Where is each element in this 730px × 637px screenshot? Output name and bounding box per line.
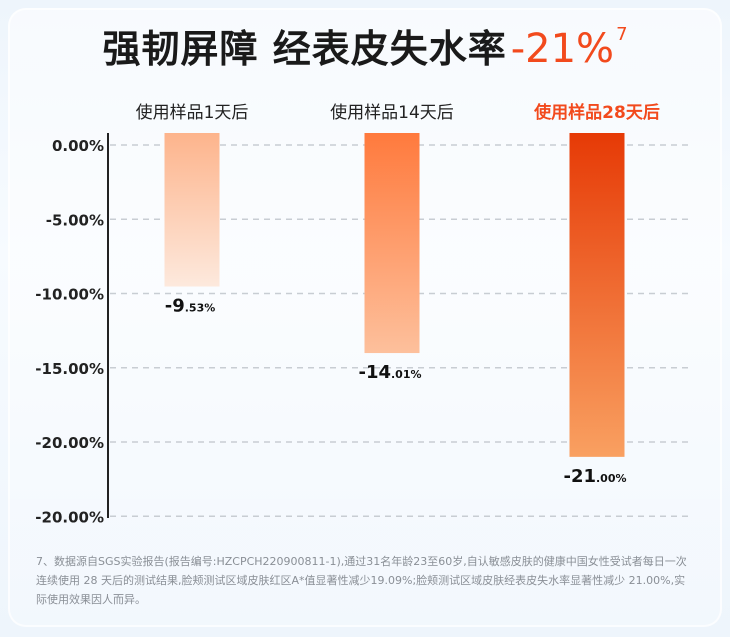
category-label: 使用样品1天后 bbox=[136, 102, 249, 123]
value-label: -21.00% bbox=[563, 466, 626, 487]
footnote: 7、数据源自SGS实验报告(报告编号:HZCPCH220900811-1),通过… bbox=[36, 555, 687, 606]
value-label: -14.01% bbox=[358, 362, 421, 383]
bar bbox=[364, 133, 420, 354]
y-tick-label: -15.00% bbox=[35, 360, 104, 378]
value-labels: -9.53% -14.01% -21.00% bbox=[165, 296, 627, 487]
y-tick-label: -10.00% bbox=[35, 286, 104, 304]
y-tick-label: -5.00% bbox=[46, 211, 104, 229]
bar-chart: 0.00%-5.00%-10.00%-15.00%-20.00%-20.00% … bbox=[35, 102, 688, 526]
bar bbox=[569, 133, 625, 457]
title-main: 强韧屏障 经表皮失水率 bbox=[102, 27, 507, 71]
category-label: 使用样品14天后 bbox=[330, 102, 454, 123]
value-label: -9.53% bbox=[165, 296, 216, 317]
title-footnote-mark: 7 bbox=[616, 24, 628, 45]
chart-title: 强韧屏障 经表皮失水率 -21% 7 bbox=[0, 18, 730, 73]
category-labels: 使用样品1天后 使用样品14天后 使用样品28天后 bbox=[136, 102, 660, 123]
y-tick-label: -20.00% bbox=[35, 434, 104, 452]
category-label: 使用样品28天后 bbox=[533, 102, 660, 123]
y-tick-label: -20.00% bbox=[35, 508, 104, 526]
y-tick-labels: 0.00% -5.00% -10.00% -15.00% -20.00% -20.00% bbox=[35, 137, 104, 526]
title-value: -21% bbox=[510, 26, 615, 72]
y-tick-label: 0.00% bbox=[52, 137, 104, 155]
bars bbox=[164, 133, 625, 457]
bar bbox=[164, 133, 220, 287]
